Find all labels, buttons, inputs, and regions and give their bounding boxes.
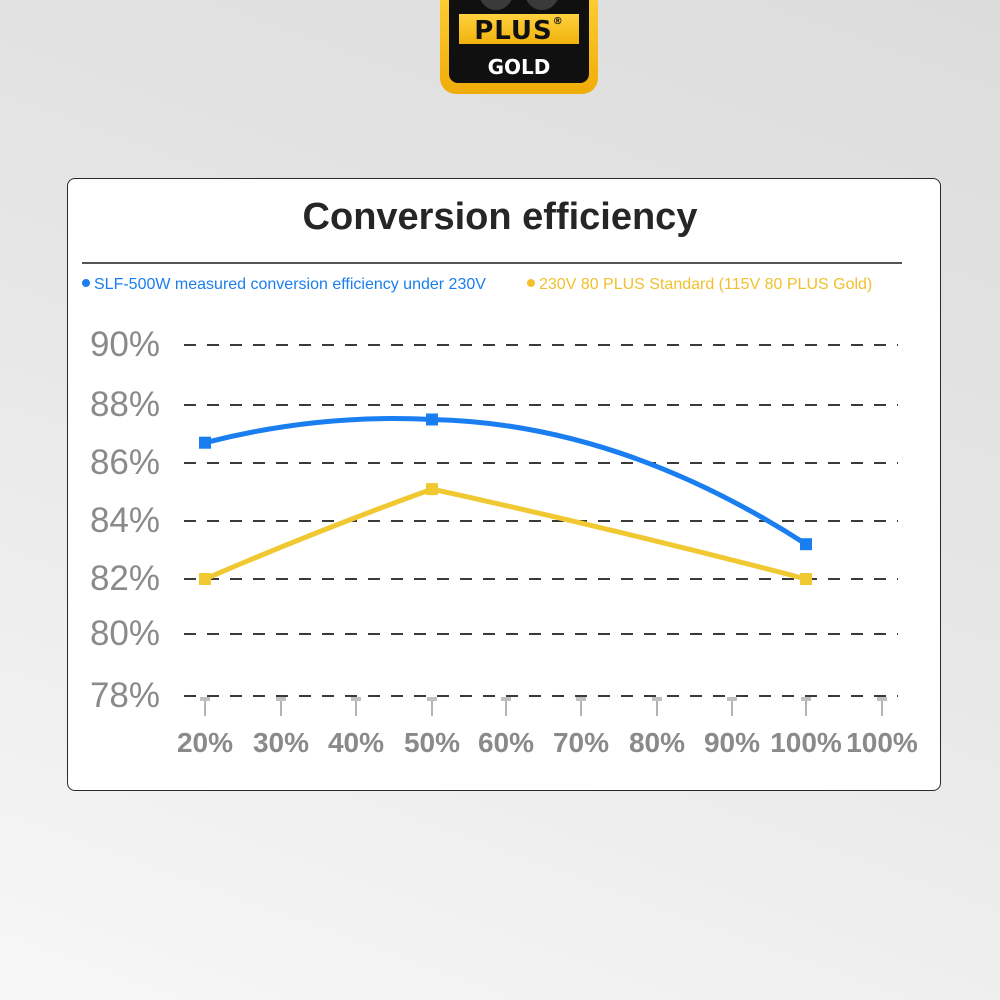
x-tick-label: 20%: [177, 727, 233, 758]
data-point-marker: [800, 573, 812, 585]
title-divider: [82, 262, 902, 264]
x-tick-cap: [652, 697, 662, 701]
data-point-marker: [199, 573, 211, 585]
x-tick-cap: [801, 697, 811, 701]
badge-inner: PLUS® GOLD: [449, 0, 589, 83]
badge-circle-right: [525, 0, 559, 10]
x-tick-label: 60%: [478, 727, 534, 758]
y-tick-label: 84%: [90, 501, 160, 540]
x-tick-label: 100%: [770, 727, 842, 758]
x-tick-cap: [200, 697, 210, 701]
legend-dot-blue: [82, 278, 90, 287]
y-tick-label: 90%: [90, 325, 160, 364]
y-tick-label: 82%: [90, 559, 160, 598]
registered-mark: ®: [552, 16, 564, 27]
legend-dot-yellow: [527, 278, 535, 287]
x-tick-label: 50%: [404, 727, 460, 758]
legend-label-measured: SLF-500W measured conversion efficiency …: [94, 276, 486, 293]
chart-title: Conversion efficiency: [302, 196, 698, 238]
x-tick-label: 80%: [629, 727, 685, 758]
x-tick-label: 100%: [846, 727, 918, 758]
x-tick-label: 70%: [553, 727, 609, 758]
data-point-marker: [426, 413, 438, 426]
badge-band: PLUS®: [459, 14, 579, 46]
series-line-2: [202, 486, 809, 582]
x-tick-label: 40%: [328, 727, 384, 758]
x-tick-cap: [877, 697, 887, 701]
legend-item-measured: SLF-500W measured conversion efficiency …: [82, 276, 486, 294]
badge-plus-text: PLUS®: [474, 16, 564, 46]
y-tick-label: 86%: [90, 443, 160, 482]
badge-gold-text: GOLD: [487, 55, 551, 79]
y-tick-label: 88%: [90, 385, 160, 424]
data-point-marker: [199, 436, 211, 449]
series-line-1: [202, 415, 809, 547]
data-point-marker: [800, 538, 812, 551]
legend-label-standard: 230V 80 PLUS Standard (115V 80 PLUS Gold…: [539, 276, 873, 293]
x-tick-label: 30%: [253, 727, 309, 758]
badge-circle-left: [479, 0, 513, 10]
y-tick-label: 80%: [90, 614, 160, 653]
y-tick-label: 78%: [90, 676, 160, 715]
legend-item-standard: 230V 80 PLUS Standard (115V 80 PLUS Gold…: [527, 276, 872, 294]
x-tick-cap: [576, 697, 586, 701]
chart-card: [67, 178, 941, 791]
x-tick-cap: [727, 697, 737, 701]
x-tick-cap: [501, 697, 511, 701]
x-tick-label: 90%: [704, 727, 760, 758]
x-tick-cap: [427, 697, 437, 701]
x-tick-cap: [351, 697, 361, 701]
80-plus-gold-badge: PLUS® GOLD: [440, 0, 598, 94]
x-tick-cap: [276, 697, 286, 701]
data-point-marker: [426, 483, 438, 496]
